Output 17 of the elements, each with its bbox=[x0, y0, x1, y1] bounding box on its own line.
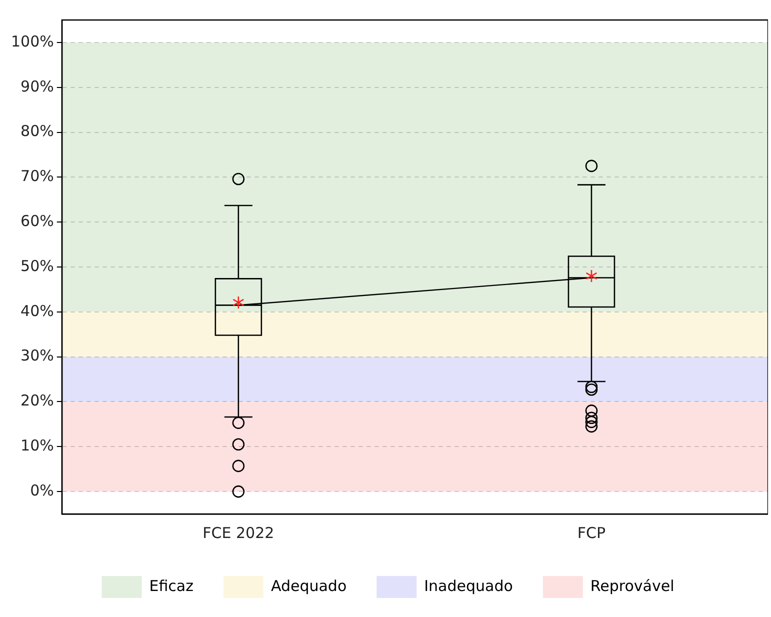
x-tick-label: FCP bbox=[577, 524, 606, 542]
y-tick-label: 70% bbox=[20, 167, 54, 186]
y-tick-label: 0% bbox=[30, 481, 54, 500]
y-tick-label: 60% bbox=[20, 212, 54, 230]
x-tick-label: FCE 2022 bbox=[202, 524, 274, 542]
y-tick-label: 50% bbox=[20, 256, 54, 275]
y-tick-label: 10% bbox=[20, 436, 54, 455]
y-tick-label: 80% bbox=[20, 122, 54, 140]
legend-label: Adequado bbox=[270, 576, 347, 595]
legend-label: Inadequado bbox=[424, 576, 513, 595]
legend-label: Reprovável bbox=[590, 576, 674, 595]
y-tick-label: 100% bbox=[10, 32, 54, 50]
y-tick-label: 40% bbox=[20, 302, 54, 320]
y-tick-label: 30% bbox=[20, 346, 54, 365]
y-tick-label: 90% bbox=[20, 77, 54, 96]
y-tick-label: 20% bbox=[20, 392, 54, 410]
legend-label: Eficaz bbox=[149, 576, 194, 595]
